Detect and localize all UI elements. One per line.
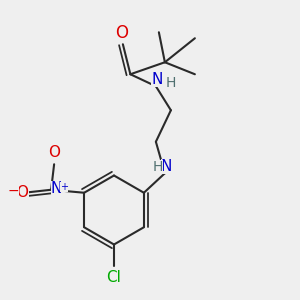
Text: O: O bbox=[16, 185, 28, 200]
Text: −: − bbox=[8, 184, 20, 198]
Text: O: O bbox=[115, 24, 128, 42]
Text: O: O bbox=[48, 145, 60, 160]
Text: H: H bbox=[152, 160, 163, 174]
Text: +: + bbox=[60, 182, 68, 192]
Text: H: H bbox=[166, 76, 176, 90]
Text: Cl: Cl bbox=[106, 270, 122, 285]
Text: N: N bbox=[151, 71, 163, 86]
Text: N: N bbox=[161, 159, 172, 174]
Text: N: N bbox=[51, 181, 62, 196]
